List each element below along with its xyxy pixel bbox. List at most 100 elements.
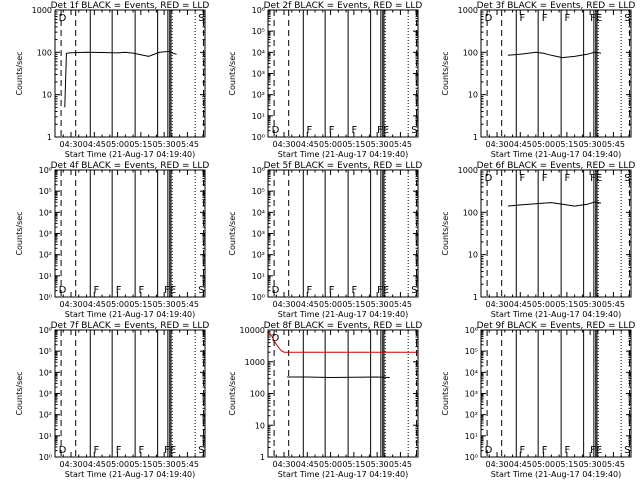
panel-2: Det 2f BLACK = Events, RED = LLD 10⁰ 10¹ 10… <box>228 1 422 159</box>
y-tick-label: 10000 <box>240 326 265 335</box>
series-line <box>507 201 602 207</box>
x-axis-label: Start Time (21-Aug-17 04:19:40) <box>491 310 622 319</box>
y-tick-label: 1 <box>473 133 478 142</box>
y-axis-label: Counts/sec <box>441 51 450 95</box>
plot-frame <box>54 169 206 298</box>
x-tick-label: 05:45 <box>389 300 412 309</box>
y-tick-label: 10 <box>42 91 52 100</box>
event-mark-label: F <box>520 13 526 24</box>
x-tick-label: 05:45 <box>389 140 412 149</box>
x-tick-label: 04:30 <box>272 460 295 469</box>
x-tick-label: 04:45 <box>83 460 106 469</box>
y-tick-label: 1000 <box>245 358 265 367</box>
y-tick-label: 10² <box>39 251 52 260</box>
event-mark-label: D <box>272 125 280 136</box>
y-tick-label: 10 <box>468 91 478 100</box>
y-tick-label: 10⁴ <box>465 368 478 377</box>
panel-title: Det 4f BLACK = Events, RED = LLD <box>51 161 210 171</box>
event-mark-label: S <box>411 285 417 296</box>
x-tick-label: 05:15 <box>129 140 152 149</box>
panel-title: Det 6f BLACK = Events, RED = LLD <box>477 161 636 171</box>
event-mark-label: F <box>520 445 526 456</box>
panel-5: Det 5f BLACK = Events, RED = LLD 10⁰ 10¹ 10… <box>228 161 422 319</box>
panel-1: Det 1f BLACK = Events, RED = LLD 1 10 100 10… <box>15 1 209 159</box>
x-axis-label: Start Time (21-Aug-17 04:19:40) <box>65 150 196 159</box>
x-axis-label: Start Time (21-Aug-17 04:19:40) <box>65 470 196 479</box>
event-mark-label: S <box>624 445 630 456</box>
x-tick-label: 04:30 <box>59 300 82 309</box>
y-tick-label: 1 <box>473 293 478 302</box>
x-tick-label: 05:45 <box>176 140 199 149</box>
x-tick-label: 04:30 <box>272 300 295 309</box>
y-tick-label: 10 <box>468 251 478 260</box>
plot-frame <box>480 169 632 298</box>
y-tick-label: 10⁰ <box>39 293 52 302</box>
y-tick-label: 10⁵ <box>252 27 265 36</box>
x-tick-label: 05:00 <box>532 140 555 149</box>
x-tick-label: 05:45 <box>176 300 199 309</box>
y-tick-label: 100 <box>250 390 265 399</box>
panel-title: Det 7f BLACK = Events, RED = LLD <box>51 321 210 331</box>
plot-frame <box>267 9 419 138</box>
event-mark-label: F <box>542 173 548 184</box>
y-tick-label: 10⁴ <box>39 208 52 217</box>
y-axis-label: Counts/sec <box>441 211 450 255</box>
y-tick-label: 10¹ <box>39 272 52 281</box>
x-tick-label: 05:45 <box>389 460 412 469</box>
x-tick-label: 05:15 <box>555 140 578 149</box>
x-tick-label: 05:15 <box>129 460 152 469</box>
x-tick-label: 05:30 <box>579 300 602 309</box>
x-tick-label: 05:45 <box>602 140 625 149</box>
event-mark-label: D <box>272 285 280 296</box>
x-tick-label: 05:00 <box>106 300 129 309</box>
y-tick-label: 100 <box>463 208 478 217</box>
x-tick-label: 04:30 <box>272 140 295 149</box>
event-mark-label: F <box>565 13 571 24</box>
event-mark-label: S <box>624 173 630 184</box>
y-axis-label: Counts/sec <box>228 371 237 415</box>
event-mark-label: F <box>307 125 313 136</box>
y-tick-label: 10⁴ <box>252 48 265 57</box>
panel-title: Det 2f BLACK = Events, RED = LLD <box>264 1 423 11</box>
event-mark-label: FE <box>590 13 602 24</box>
plot-frame <box>54 9 206 138</box>
x-tick-label: 05:00 <box>106 140 129 149</box>
event-mark-label: D <box>485 173 493 184</box>
y-tick-label: 1000 <box>458 166 478 175</box>
y-tick-label: 10¹ <box>39 432 52 441</box>
x-tick-label: 04:30 <box>59 460 82 469</box>
y-tick-label: 10³ <box>252 70 265 79</box>
event-mark-label: D <box>59 13 67 24</box>
event-mark-label: F <box>116 445 122 456</box>
x-tick-label: 05:15 <box>342 460 365 469</box>
event-mark-label: F <box>352 285 358 296</box>
series-line <box>64 50 177 108</box>
y-tick-label: 1 <box>260 453 265 462</box>
event-mark-label: D <box>59 285 67 296</box>
y-axis-label: Counts/sec <box>441 371 450 415</box>
x-tick-label: 04:45 <box>296 140 319 149</box>
panel-title: Det 8f BLACK = Events, RED = LLD <box>264 321 423 331</box>
event-mark-label: FE <box>377 125 389 136</box>
x-tick-label: 05:00 <box>319 460 342 469</box>
x-tick-label: 05:45 <box>176 460 199 469</box>
x-axis-label: Start Time (21-Aug-17 04:19:40) <box>278 310 409 319</box>
panel-6: Det 6f BLACK = Events, RED = LLD 1 10 100 10… <box>441 161 635 319</box>
event-mark-label: F <box>542 445 548 456</box>
y-tick-label: 100 <box>37 48 52 57</box>
x-tick-label: 05:30 <box>579 460 602 469</box>
x-tick-label: 04:30 <box>485 300 508 309</box>
y-tick-label: 10⁰ <box>252 293 265 302</box>
panel-9: Det 9f BLACK = Events, RED = LLD 10⁰ 10¹ 10… <box>441 321 635 479</box>
x-tick-label: 05:15 <box>129 300 152 309</box>
x-axis-label: Start Time (21-Aug-17 04:19:40) <box>65 310 196 319</box>
x-tick-label: 04:45 <box>509 140 532 149</box>
y-tick-label: 10⁶ <box>252 6 265 15</box>
y-tick-label: 10⁰ <box>252 133 265 142</box>
y-tick-label: 10⁰ <box>465 453 478 462</box>
y-tick-label: 10² <box>465 411 478 420</box>
event-mark-label: F <box>565 445 571 456</box>
x-tick-label: 04:45 <box>296 460 319 469</box>
y-tick-label: 1000 <box>32 6 52 15</box>
y-axis-label: Counts/sec <box>228 211 237 255</box>
